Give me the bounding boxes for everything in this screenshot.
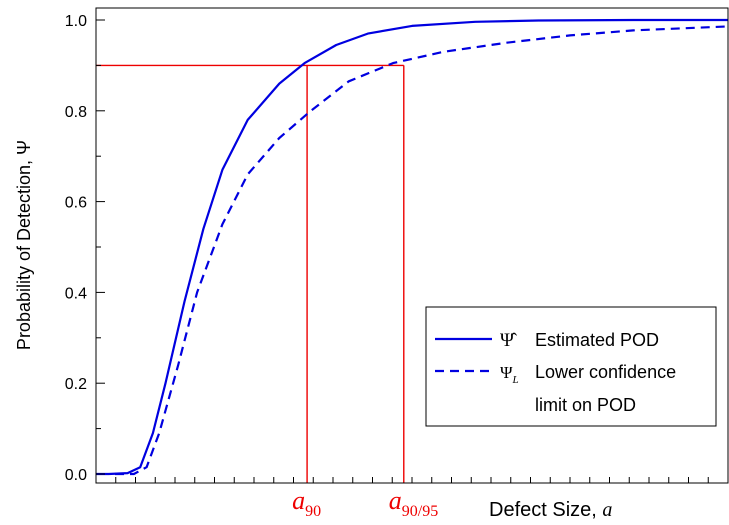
- y-tick-label: 0.6: [65, 195, 87, 212]
- y-tick-label: 0.2: [65, 376, 87, 393]
- legend-symbol-estimated: Ψ̂: [500, 330, 517, 351]
- series-estimated-pod: [96, 18, 728, 476]
- legend-label-lower-line1: Lower confidence: [535, 362, 676, 382]
- x-axis-label-symbol: a: [602, 499, 612, 521]
- legend-symbol-lower-main: Ψ: [500, 363, 513, 382]
- reference-lines: [96, 64, 405, 483]
- y-axis-label: Probability of Detection, Ψ: [14, 140, 34, 350]
- y-tick-label: 0.4: [65, 285, 87, 302]
- legend-symbol-lower-sub: L: [512, 374, 519, 386]
- marker-label-symbol: a: [389, 486, 402, 515]
- reference-marker-labels: a90 a90/95: [292, 486, 438, 520]
- legend-label-estimated: Estimated POD: [535, 330, 659, 350]
- marker-label-90: a90: [292, 486, 321, 520]
- series-lower-confidence: [115, 25, 729, 476]
- y-tick-label: 0.8: [65, 104, 87, 121]
- legend-label-lower-line2: limit on POD: [535, 395, 636, 415]
- legend-symbol-lower: ΨL: [500, 363, 519, 386]
- marker-label-subscript: 90/95: [402, 503, 438, 520]
- x-axis-ticks: [115, 477, 709, 483]
- marker-label-90-95: a90/95: [389, 486, 438, 520]
- legend-box: [425, 306, 717, 427]
- marker-label-symbol: a: [292, 486, 305, 515]
- y-axis-ticks: 0.0 0.2 0.4 0.6 0.8 1.0: [65, 13, 105, 484]
- legend: Ψ̂ Estimated POD ΨL Lower confidence lim…: [425, 306, 717, 427]
- marker-label-subscript: 90: [305, 503, 321, 520]
- x-axis-label-text: Defect Size,: [489, 499, 602, 521]
- x-axis-label: Defect Size, a: [489, 499, 612, 521]
- y-tick-label: 0.0: [65, 467, 87, 484]
- y-tick-label: 1.0: [65, 13, 87, 30]
- series-lines: [96, 18, 729, 476]
